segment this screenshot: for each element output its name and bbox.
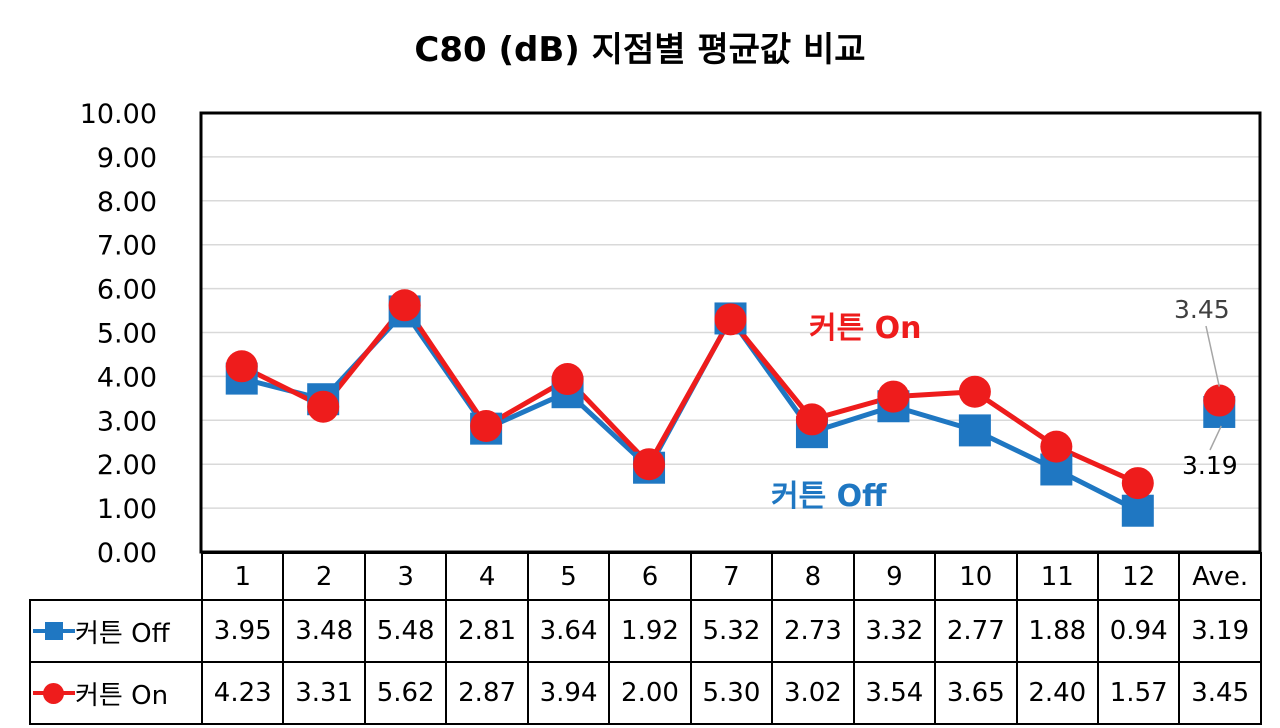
data-point-off <box>958 414 991 447</box>
category-label: 3 <box>363 552 448 601</box>
data-point-on <box>225 350 258 383</box>
category-label: 4 <box>445 552 529 601</box>
data-table-row-on: 커튼 On 4.23 3.31 5.62 2.87 3.94 2.00 5.30 3.02 3.… <box>29 661 1262 725</box>
y-tick-label: 9.00 <box>97 143 157 174</box>
data-table-cell: 3.19 <box>1178 599 1262 663</box>
data-table-cell: 4.23 <box>200 661 285 725</box>
data-table-cell: 2.73 <box>771 599 855 663</box>
data-point-on <box>1040 430 1073 463</box>
y-tick-label: 6.00 <box>97 275 157 306</box>
plot-area-frame <box>199 111 1262 554</box>
category-label: 5 <box>526 552 611 601</box>
series-label-off: 커튼 Off <box>771 479 887 514</box>
category-label: 8 <box>771 552 855 601</box>
data-table-cell: 3.95 <box>200 599 285 663</box>
data-table-cell: 5.62 <box>363 661 448 725</box>
data-table-cell: 1.57 <box>1096 661 1181 725</box>
category-label: 11 <box>1015 552 1099 601</box>
data-table-cell: 5.30 <box>689 661 774 725</box>
legend-label-off: 커튼 Off <box>75 618 170 649</box>
category-label: 1 <box>200 552 285 601</box>
data-table-cell: 3.65 <box>934 661 1018 725</box>
data-table-cell: 3.45 <box>1178 661 1262 725</box>
data-point-on <box>388 289 421 322</box>
data-table-row-off: 커튼 Off 3.95 3.48 5.48 2.81 3.64 1.92 5.32 2.73 3… <box>29 599 1262 663</box>
chart-title: C80 (dB) 지점별 평균값 비교 <box>414 30 866 70</box>
data-point-on <box>307 390 340 423</box>
data-point-on <box>633 448 666 481</box>
series-lines <box>240 302 1139 513</box>
data-point-on <box>470 410 503 443</box>
data-point-on <box>795 403 828 436</box>
category-label: 9 <box>852 552 937 601</box>
legend-label-on: 커튼 On <box>75 680 169 711</box>
data-table-cell: 2.81 <box>445 599 529 663</box>
legend-on: 커튼 On <box>29 661 203 725</box>
data-table-header-row: 1 2 3 4 5 6 7 8 9 10 11 12 Ave. <box>30 552 1262 601</box>
category-label: 6 <box>608 552 692 601</box>
legend-marker-off <box>33 619 75 643</box>
y-tick-label: 3.00 <box>97 406 157 437</box>
category-label: 2 <box>282 552 366 601</box>
data-table-cell: 2.40 <box>1015 661 1099 725</box>
data-point-on <box>1203 384 1236 417</box>
category-label: 12 <box>1096 552 1181 601</box>
data-table-cell: 5.32 <box>689 599 774 663</box>
y-tick-label: 1.00 <box>97 494 157 525</box>
data-table-cell: 2.00 <box>608 661 692 725</box>
data-table: 1 2 3 4 5 6 7 8 9 10 11 12 Ave. 커튼 Off 3.95 3.48 5.48 2… <box>29 552 1262 725</box>
data-table-cell: 3.54 <box>852 661 937 725</box>
data-point-on <box>551 363 584 396</box>
data-table-cell: 3.64 <box>526 599 611 663</box>
y-tick-label: 10.00 <box>80 99 157 130</box>
data-table-cell: 0.94 <box>1096 599 1181 663</box>
data-table-corner <box>30 553 203 601</box>
data-table-cell: 2.87 <box>445 661 529 725</box>
y-tick-label: 2.00 <box>97 450 157 481</box>
data-point-off <box>1121 494 1154 527</box>
data-table-cell: 3.31 <box>282 661 366 725</box>
ave-on-data-label: 3.45 <box>1174 295 1230 324</box>
category-label: Ave. <box>1178 552 1262 601</box>
gridlines <box>201 156 1260 509</box>
ave-off-leader-line <box>1209 425 1222 451</box>
data-table-cell: 5.48 <box>363 599 448 663</box>
data-point-on <box>1121 467 1154 500</box>
y-tick-label: 7.00 <box>97 231 157 262</box>
ave-off-data-label: 3.19 <box>1182 451 1238 480</box>
ave-on-leader-line <box>1205 325 1221 387</box>
legend-off: 커튼 Off <box>29 599 203 663</box>
data-point-on <box>877 380 910 413</box>
data-point-on <box>714 303 747 336</box>
data-table-cell: 3.48 <box>282 599 366 663</box>
annotations: 커튼 On 커튼 Off 3.45 3.19 <box>771 295 1238 514</box>
y-tick-label: 4.00 <box>97 362 157 393</box>
data-table-cell: 1.88 <box>1015 599 1099 663</box>
series-markers <box>225 289 1236 527</box>
data-point-on <box>958 375 991 408</box>
data-table-cell: 3.94 <box>526 661 611 725</box>
y-tick-label: 5.00 <box>97 319 157 350</box>
category-label: 10 <box>934 552 1018 601</box>
data-table-cell: 3.32 <box>852 599 937 663</box>
y-tick-label: 8.00 <box>97 187 157 218</box>
data-table-cell: 1.92 <box>608 599 692 663</box>
data-table-cell: 2.77 <box>934 599 1018 663</box>
data-table-cell: 3.02 <box>771 661 855 725</box>
y-axis-ticks: 0.001.002.003.004.005.006.007.008.009.00… <box>80 99 157 569</box>
category-label: 7 <box>689 552 774 601</box>
legend-marker-on <box>33 681 75 705</box>
series-label-on: 커튼 On <box>809 311 922 346</box>
